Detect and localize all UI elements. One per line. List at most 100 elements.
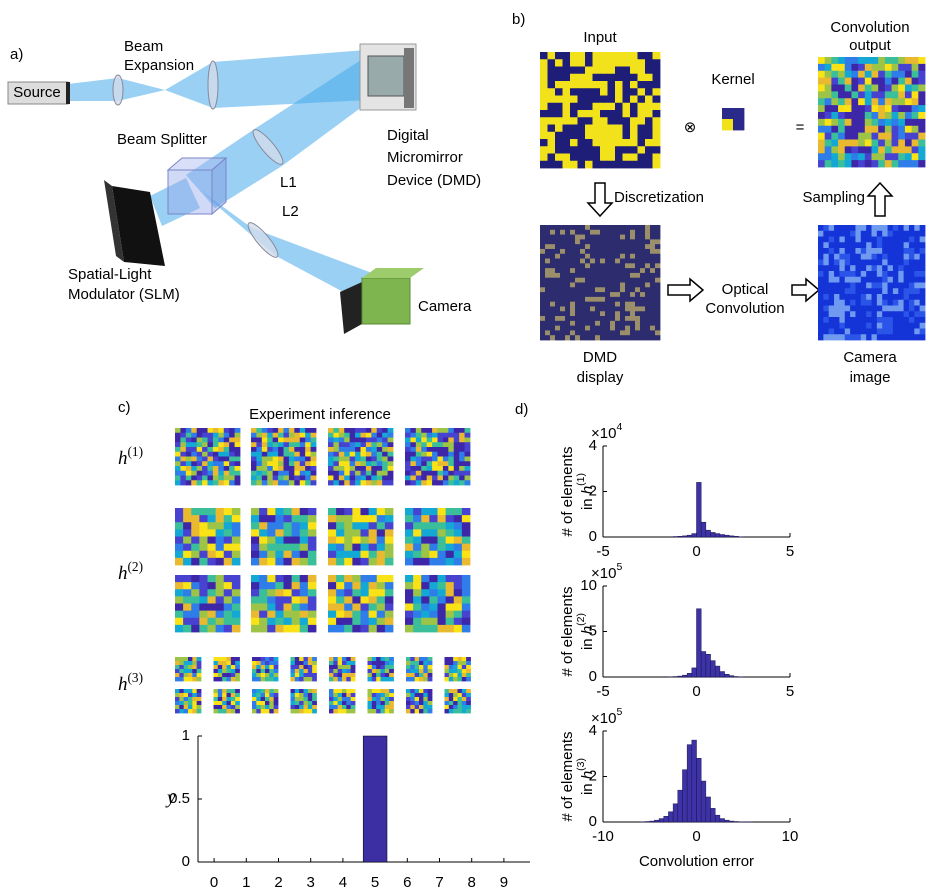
pixel: [898, 271, 904, 277]
pixel: [410, 669, 415, 673]
pixel: [655, 254, 660, 259]
pixel: [615, 59, 623, 67]
pixel: [453, 693, 458, 697]
pixel: [914, 300, 920, 306]
pixel: [454, 461, 460, 466]
pixel: [904, 242, 910, 248]
pixel: [878, 133, 885, 140]
pixel: [429, 589, 438, 597]
pixel: [635, 278, 640, 283]
pixel: [550, 244, 555, 249]
pixel: [555, 316, 560, 321]
pixel: [351, 689, 356, 693]
histogram-bar: [720, 672, 725, 677]
pixel: [188, 709, 193, 713]
pixel: [389, 673, 394, 677]
pixel: [235, 669, 240, 673]
pixel: [545, 330, 550, 335]
pixel: [191, 625, 200, 633]
pixel: [199, 575, 208, 583]
pixel: [218, 701, 223, 705]
pixel: [585, 302, 590, 307]
pixel: [600, 132, 608, 140]
pixel: [175, 693, 180, 697]
pixel: [620, 326, 625, 331]
pixel: [328, 466, 334, 471]
histogram-bar: [711, 532, 716, 537]
pixel: [550, 283, 555, 288]
pixel: [653, 132, 661, 140]
pixel: [377, 522, 386, 530]
pixel: [892, 119, 899, 126]
pixel: [222, 701, 227, 705]
pixel: [893, 225, 899, 231]
pixel: [405, 480, 411, 485]
pixel: [413, 589, 422, 597]
pixel: [866, 300, 872, 306]
pixel: [308, 582, 317, 590]
pixel: [595, 330, 600, 335]
pixel: [312, 705, 317, 709]
pixel: [438, 461, 444, 466]
pixel: [585, 278, 590, 283]
pixel: [267, 466, 273, 471]
pixel: [898, 248, 904, 254]
pixel: [405, 596, 414, 604]
pixel: [831, 160, 838, 167]
histogram-bar: [687, 673, 692, 677]
pixel: [256, 457, 262, 462]
pixel: [898, 300, 904, 306]
pixel: [410, 457, 416, 462]
pixel: [351, 701, 356, 705]
pixel: [645, 283, 650, 288]
pixel: [920, 237, 926, 243]
pixel: [882, 283, 888, 289]
pixel: [419, 661, 424, 665]
pixel: [615, 254, 620, 259]
pixel: [570, 244, 575, 249]
pixel: [600, 321, 605, 326]
pixel: [304, 657, 309, 661]
pixel: [429, 529, 438, 537]
arrow-up: [868, 183, 892, 216]
histogram-bar: [725, 820, 730, 822]
pixel: [893, 260, 899, 266]
pixel: [368, 709, 373, 713]
pixel: [308, 689, 313, 693]
pixel: [560, 239, 565, 244]
pixel: [305, 480, 311, 485]
pixel: [640, 330, 645, 335]
pixel: [839, 254, 845, 260]
pixel: [267, 428, 273, 433]
pixel: [580, 244, 585, 249]
pixel: [855, 294, 861, 300]
pixel: [269, 693, 274, 697]
pixel: [877, 225, 883, 231]
pixel: [845, 225, 851, 231]
pixel: [191, 551, 200, 559]
pixel: [550, 230, 555, 235]
pixel: [905, 126, 912, 133]
pixel: [845, 300, 851, 306]
pixel: [372, 677, 377, 681]
pixel: [904, 317, 910, 323]
pixel: [199, 611, 208, 619]
pixel: [575, 297, 580, 302]
label: Source: [13, 84, 61, 101]
pixel: [585, 110, 593, 118]
pixel: [550, 235, 555, 240]
pixel: [555, 67, 563, 75]
pixel: [645, 96, 653, 104]
pixel: [555, 103, 563, 111]
pixel: [885, 153, 892, 160]
pixel: [410, 447, 416, 452]
pixel: [385, 697, 390, 701]
pixel: [284, 611, 293, 619]
pixel: [590, 335, 595, 340]
pixel: [858, 126, 865, 133]
pixel: [361, 596, 370, 604]
pixel: [898, 311, 904, 317]
pixel: [555, 335, 560, 340]
pixel: [548, 146, 556, 154]
pixel: [214, 705, 219, 709]
